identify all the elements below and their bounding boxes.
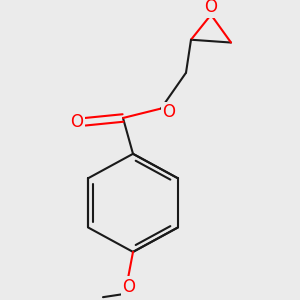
Text: O: O <box>163 103 176 121</box>
Text: O: O <box>70 113 83 131</box>
Text: O: O <box>122 278 136 296</box>
Text: O: O <box>205 0 218 16</box>
